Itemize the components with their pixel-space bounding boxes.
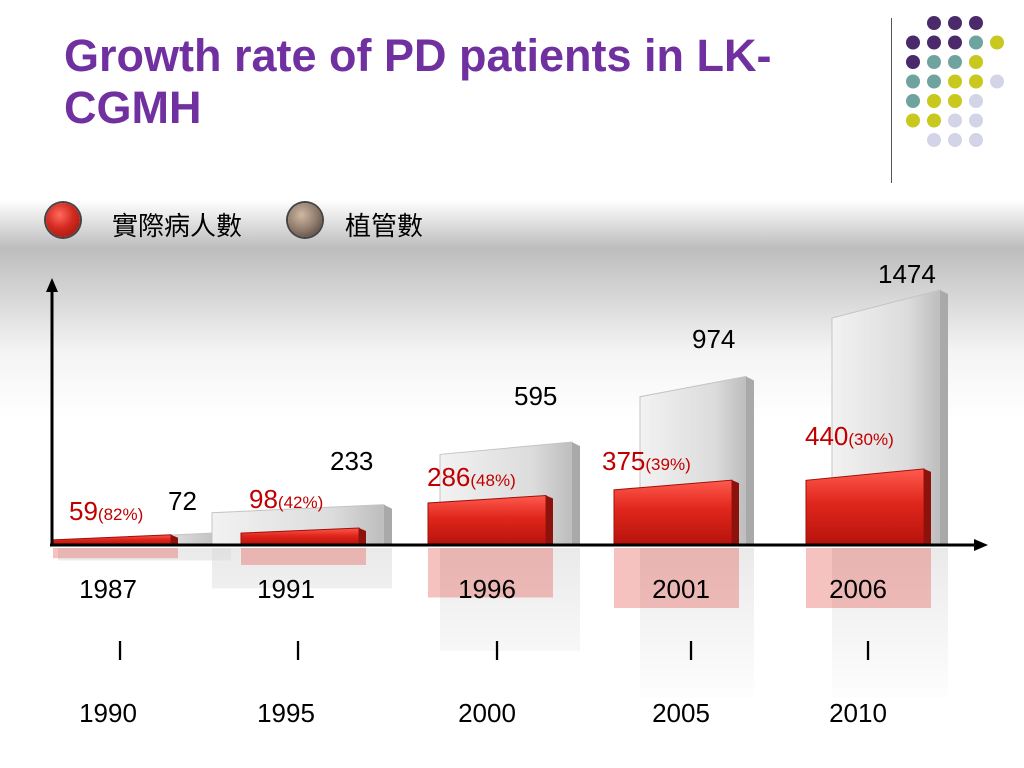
catheter-value-label: 595 (514, 381, 557, 411)
decor-dot (927, 133, 941, 147)
decor-dot (990, 35, 1004, 50)
catheter-bar-side (940, 290, 948, 545)
decor-dot (906, 113, 920, 128)
x-tick-label-start: 2006 (829, 574, 887, 604)
patient-bar-side (732, 480, 739, 545)
decor-dot (948, 113, 962, 128)
patient-value-label: 440(30%) (805, 421, 894, 451)
patient-bar-side (171, 534, 178, 545)
x-tick-label-end: 1995 (257, 698, 315, 728)
patient-bar-side (924, 468, 931, 545)
x-tick-label-end: 2005 (652, 698, 710, 728)
patient-value-label: 98(42%) (249, 484, 323, 514)
patient-bar-reflection (806, 548, 931, 608)
legend-label-catheters: 植管數 (345, 212, 424, 242)
catheter-value-label: 974 (692, 324, 735, 354)
x-tick-label-separator: l (688, 636, 694, 666)
x-tick-label-start: 1996 (458, 574, 516, 604)
x-tick-label-end: 1990 (79, 698, 137, 728)
y-axis-arrow (46, 278, 58, 292)
decor-dot (969, 16, 983, 30)
decor-dot (906, 55, 920, 69)
decor-dot (927, 35, 941, 50)
growth-rate-label: (30%) (848, 430, 893, 449)
patient-value-label: 59(82%) (69, 496, 143, 526)
legend-label-patients: 實際病人數 (112, 212, 243, 242)
x-tick-label-separator: l (117, 636, 123, 666)
x-tick-label-separator: l (295, 636, 301, 666)
growth-rate-label: (48%) (470, 471, 515, 490)
decor-divider (891, 18, 892, 183)
decor-dot (948, 94, 962, 108)
catheter-bar-side (572, 442, 580, 545)
decor-dot (948, 35, 962, 50)
patient-bar-reflection (428, 548, 553, 598)
decor-dot (990, 74, 1004, 89)
decor-dot (969, 113, 983, 128)
decor-dots-grid (906, 16, 1004, 147)
decor-dot (927, 94, 941, 108)
patient-bar-side (359, 528, 366, 545)
patient-bar (613, 479, 733, 546)
decor-dot (927, 55, 941, 69)
legend-marker-catheters (288, 203, 322, 237)
patient-bar (427, 494, 547, 546)
catheter-value-label: 233 (330, 446, 373, 476)
decor-dot (969, 94, 983, 108)
growth-rate-label: (39%) (645, 455, 690, 474)
x-tick-label-start: 1991 (257, 574, 315, 604)
decor-dot (948, 133, 962, 147)
x-tick-label-separator: l (865, 636, 871, 666)
decor-dot (906, 74, 920, 89)
decor-dot (948, 74, 962, 89)
decor-dot (906, 94, 920, 108)
patient-bar-reflection (241, 548, 366, 565)
patient-bar-reflection (614, 548, 739, 608)
x-axis-arrow (974, 539, 988, 551)
decor-dot (927, 74, 941, 89)
decor-dot (969, 55, 983, 69)
decor-dot (927, 16, 941, 30)
page-title: Growth rate of PD patients in LK-CGMH (64, 30, 772, 133)
x-tick-label-separator: l (494, 636, 500, 666)
catheter-bar-side (746, 376, 754, 545)
decor-dot (948, 55, 962, 69)
decor-dot (927, 113, 941, 128)
decor-dot (969, 74, 983, 89)
growth-rate-label: (82%) (98, 505, 143, 524)
patient-bar (805, 468, 925, 546)
catheter-value-label: 1474 (878, 259, 936, 289)
catheter-bar-side (384, 504, 392, 545)
legend-marker-patients (46, 203, 80, 237)
decor-dot (906, 35, 920, 50)
patient-bar (52, 534, 172, 546)
catheter-value-label: 72 (168, 486, 197, 516)
reflection-fade (0, 548, 1024, 708)
decor-dot (948, 16, 962, 30)
x-tick-label-start: 2001 (652, 574, 710, 604)
x-tick-label-end: 2010 (829, 698, 887, 728)
patient-bar-reflection (53, 548, 178, 559)
patient-bar-side (546, 495, 553, 545)
x-tick-label-end: 2000 (458, 698, 516, 728)
decor-dot (969, 35, 983, 50)
decor-dot (969, 133, 983, 147)
growth-rate-label: (42%) (278, 493, 323, 512)
x-tick-label-start: 1987 (79, 574, 137, 604)
